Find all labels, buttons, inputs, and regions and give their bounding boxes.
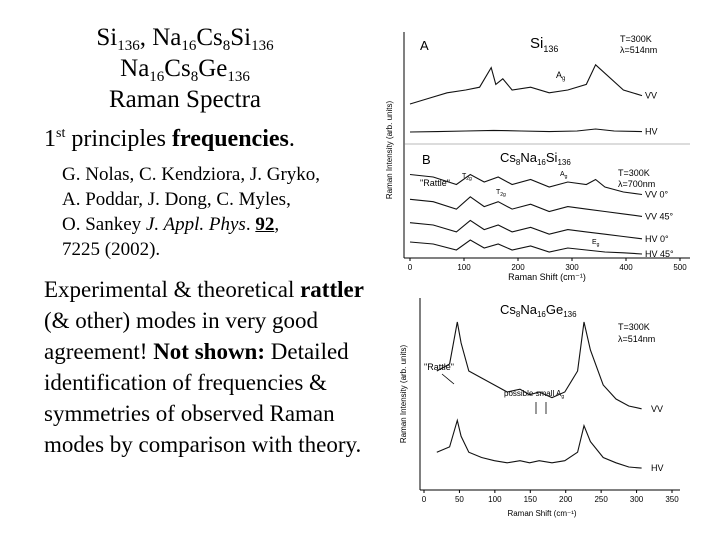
figure-si-plot-frame	[403, 32, 690, 259]
figure-ge-tick-label-150: 150	[524, 495, 538, 504]
panel-a-series-name-vv: VV	[645, 91, 657, 101]
panel-b-wavelength: λ=700nm	[618, 179, 655, 189]
figure-ge-temperature: T=300K	[618, 322, 650, 332]
citation-line-1: G. Nolas, C. Kendziora, J. Gryko,	[62, 164, 321, 185]
figure-ge-xlabel: Raman Shift (cm⁻¹)	[507, 509, 576, 518]
panel-b-t2g-annotation: T2g	[462, 173, 472, 182]
figure-ge-tick-label-50: 50	[455, 495, 464, 504]
panel-b-series-line-hv-45	[409, 239, 643, 255]
panel-a-series-line-vv	[409, 63, 643, 105]
panel-b-series-line-vv-0	[409, 173, 643, 196]
panel-b-t2g-annotation-2: T2g	[496, 189, 506, 198]
panel-a-wavelength: λ=514nm	[620, 45, 657, 55]
panel-a-temperature: T=300K	[620, 34, 652, 44]
figure-ge-tick-label-350: 350	[665, 495, 679, 504]
panel-b-compound: Cs8Na16Si136	[500, 150, 571, 167]
citation-line-4: 7225 (2002).	[62, 239, 161, 260]
figure-ge-series-line-vv	[436, 321, 642, 410]
slide-title: Si136, Na16Cs8Si136 Na16Cs8Ge136 Raman S…	[40, 22, 330, 115]
panel-b-rattle-annotation: "Rattle"	[420, 178, 450, 188]
figure-ge-series-names: VV HV	[651, 404, 664, 473]
citation-line-2: A. Poddar, J. Dong, C. Myles,	[62, 189, 291, 210]
figure-ge-ylabel: Raman Intensity (arb. units)	[399, 345, 408, 444]
citation-line-3: O. Sankey J. Appl. Phys. 92,	[62, 214, 280, 235]
panel-b-series-name-vv-0: VV 0°	[645, 190, 669, 200]
figure-si-tick-label-300: 300	[565, 263, 579, 272]
panel-a-ag-annotation: Ag	[556, 70, 565, 82]
panel-b-temperature: T=300K	[618, 168, 650, 178]
title-line-2: Na16Cs8Ge136	[120, 55, 250, 85]
figure-ge-rattle-annotation: "Rattle"	[424, 362, 454, 372]
panel-a-label: A	[420, 38, 429, 53]
panel-b-ag-annotation: Ag	[560, 171, 568, 180]
citation: G. Nolas, C. Kendziora, J. Gryko, A. Pod…	[62, 162, 392, 262]
figure-ge-spectra: Raman Intensity (arb. units) 0 50 100 150 20…	[399, 298, 680, 518]
figure-ge-arrows	[441, 373, 547, 414]
body-paragraph: Experimental & theoretical rattler (& ot…	[44, 277, 364, 457]
figure-si-xticks: 0 100 200 300 400 500	[408, 258, 687, 272]
figure-ge-tick-label-250: 250	[594, 495, 608, 504]
figure-si-tick-label-0: 0	[408, 263, 413, 272]
panel-b-label: B	[422, 152, 431, 167]
figure-si-ylabel: Raman Intensity (arb. units)	[385, 101, 394, 200]
figure-ge-tick-label-200: 200	[559, 495, 573, 504]
panel-a-series-name-hv: HV	[645, 127, 658, 137]
panel-a-compound: Si136	[530, 35, 558, 54]
figure-ge-series-line-hv	[436, 418, 642, 469]
figure-si-tick-label-100: 100	[457, 263, 471, 272]
panel-b-series-line-hv-0	[409, 219, 643, 240]
title-line-3: Raman Spectra	[108, 86, 262, 113]
figure-ge-wavelength: λ=514nm	[618, 334, 655, 344]
figure-ge-tick-label-300: 300	[630, 495, 644, 504]
panel-b-eg-annotation: Eg	[592, 239, 600, 248]
figure-ge-series-name-vv: VV	[651, 404, 663, 414]
principles-heading: 1st principles frequencies.	[44, 126, 295, 152]
panel-a-series-names: VV HV	[645, 91, 658, 137]
panel-b-series-name-hv-45: HV 45°	[645, 249, 674, 259]
figure-ge-tick-label-100: 100	[488, 495, 502, 504]
panel-b-series	[409, 173, 643, 255]
panel-b-series-line-vv-45	[409, 196, 643, 217]
figure-si-xlabel: Raman Shift (cm⁻¹)	[508, 272, 586, 282]
panel-b-series-name-vv-45: VV 45°	[645, 211, 674, 221]
title-line-1: Si136, Na16Cs8Si136	[96, 24, 274, 54]
panel-b-series-name-hv-0: HV 0°	[645, 234, 669, 244]
figure-si-tick-label-200: 200	[511, 263, 525, 272]
panel-a-series-line-hv	[409, 128, 643, 133]
figure-ge-xticks: 0 50 100 150 200 250 300 350	[422, 490, 679, 504]
figure-si-tick-label-400: 400	[619, 263, 633, 272]
panel-a-series	[409, 63, 643, 133]
figure-si-tick-label-500: 500	[673, 263, 687, 272]
figure-ge-tick-label-0: 0	[422, 495, 427, 504]
figure-ge-series	[436, 321, 642, 469]
figure-ge-title: Cs8Na16Ge136	[500, 302, 577, 319]
panel-b-series-names: VV 0° VV 45° HV 0° HV 45°	[645, 190, 674, 260]
figure-si-spectra: Raman Intensity (arb. units) 0 100 200 300 4…	[385, 32, 690, 282]
figure-ge-series-name-hv: HV	[651, 463, 664, 473]
